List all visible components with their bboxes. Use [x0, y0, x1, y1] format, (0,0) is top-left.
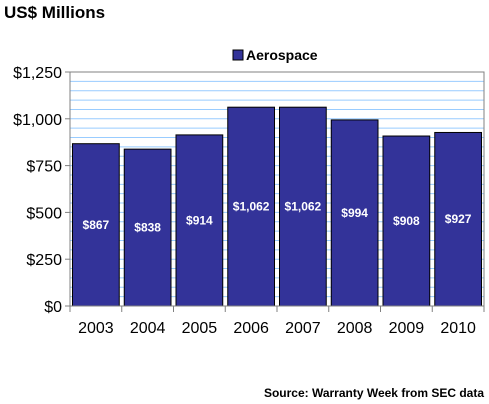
legend-label: Aerospace: [246, 47, 318, 63]
source-note: Source: Warranty Week from SEC data: [264, 386, 484, 400]
bars: [72, 106, 482, 307]
y-tick-label: $0: [44, 299, 62, 316]
x-tick-label: 2007: [285, 320, 321, 337]
bar-2009: [382, 135, 431, 307]
bar-2010: [434, 131, 482, 307]
bar-2006: [227, 106, 275, 307]
chart-title: US$ Millions: [4, 3, 105, 22]
data-label: $1,062: [285, 200, 322, 214]
y-tick-label: $1,250: [13, 65, 62, 82]
y-tick-labels: $0 $250 $500 $750 $1,000 $1,250: [13, 65, 62, 316]
bar-2007: [279, 106, 327, 307]
x-tick-label: 2008: [337, 320, 373, 337]
data-label: $994: [341, 206, 368, 220]
x-tick-label: 2003: [78, 320, 114, 337]
x-tick-label: 2010: [440, 320, 476, 337]
legend-swatch: [232, 49, 244, 61]
data-label: $908: [393, 214, 420, 228]
data-label: $1,062: [233, 200, 270, 214]
data-labels: $867 $838 $914 $1,062 $1,062 $994 $908 $927: [83, 200, 472, 235]
data-label: $838: [134, 221, 161, 235]
y-tick-label: $750: [26, 159, 62, 176]
x-tick-label: 2009: [389, 320, 425, 337]
x-tick-label: 2006: [233, 320, 269, 337]
legend: Aerospace: [232, 47, 318, 63]
x-tick-label: 2004: [130, 320, 166, 337]
y-tick-label: $1,000: [13, 112, 62, 129]
axes: [65, 71, 485, 312]
bar-2008: [330, 119, 379, 307]
data-label: $927: [445, 212, 472, 226]
data-label: $914: [186, 213, 213, 227]
bar-2003: [72, 143, 120, 307]
x-tick-labels: 2003 2004 2005 2006 2007 2008 2009 2010: [78, 320, 476, 337]
y-tick-label: $500: [26, 205, 62, 222]
x-tick-label: 2005: [182, 320, 218, 337]
y-tick-label: $250: [26, 252, 62, 269]
data-label: $867: [83, 218, 110, 232]
